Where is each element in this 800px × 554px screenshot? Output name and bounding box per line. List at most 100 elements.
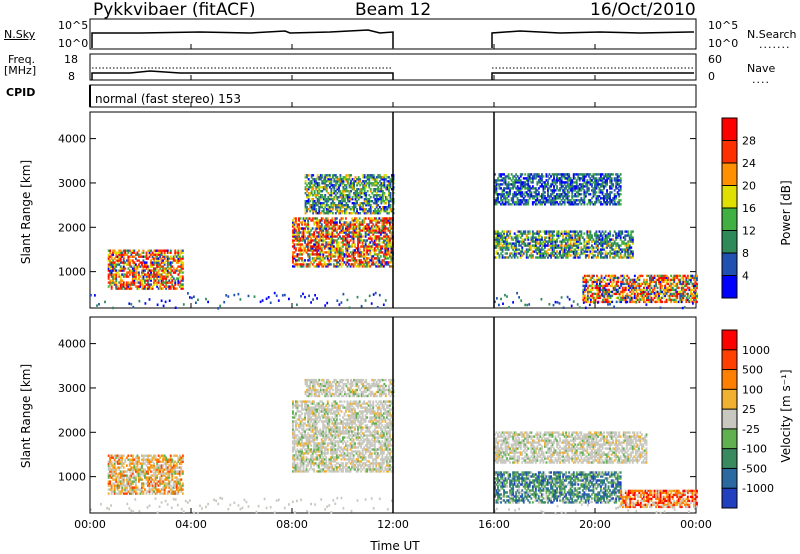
heatmap-cell (299, 221, 302, 224)
heatmap-cell (525, 254, 528, 257)
heatmap-cell (607, 236, 610, 239)
heatmap-cell (357, 219, 359, 222)
heatmap-cell (598, 201, 601, 204)
heatmap-cell (317, 219, 320, 222)
heatmap-cell (609, 173, 611, 176)
heatmap-cell (296, 231, 299, 234)
heatmap-cell (668, 294, 671, 298)
heatmap-cell (603, 248, 605, 251)
heatmap-cell (293, 245, 296, 248)
heatmap-cell (632, 296, 635, 300)
heatmap-cell (389, 208, 392, 211)
heatmap-cell (304, 174, 307, 177)
heatmap-cell (378, 180, 381, 183)
heatmap-cell (142, 285, 145, 288)
heatmap-cell (389, 184, 392, 187)
heatmap-cell (510, 173, 513, 176)
heatmap-cell (568, 254, 571, 257)
heatmap-cell (166, 255, 169, 258)
heatmap-cell (606, 183, 608, 186)
heatmap-cell (351, 253, 353, 256)
heatmap-cell (127, 249, 130, 252)
heatmap-cell (599, 282, 601, 286)
heatmap-cell (624, 286, 627, 290)
heatmap-cell (332, 235, 335, 238)
heatmap-cell (609, 296, 612, 300)
heatmap-cell (360, 239, 363, 242)
heatmap-cell (378, 212, 381, 215)
heatmap-cell (310, 208, 313, 211)
heatmap-cell (623, 286, 626, 290)
heatmap-cell (618, 298, 621, 302)
heatmap-cell (139, 253, 142, 256)
heatmap-cell (495, 230, 498, 233)
heatmap-cell (494, 191, 496, 194)
nsky-tick-top: 10^5 (58, 19, 89, 32)
heatmap-cell (349, 231, 352, 234)
heatmap-cell (596, 280, 598, 284)
heatmap-cell (577, 252, 580, 255)
heatmap-cell (368, 210, 371, 213)
heatmap-cell (328, 180, 331, 183)
heatmap-cell (524, 191, 527, 194)
heatmap-cell (389, 255, 391, 258)
heatmap-cell (688, 288, 691, 292)
heatmap-cell (348, 178, 351, 181)
heatmap-cell (641, 292, 644, 296)
heatmap-cell (110, 269, 113, 272)
heatmap-cell (495, 201, 498, 204)
heatmap-cell (316, 249, 319, 252)
heatmap-cell (312, 212, 315, 215)
heatmap-cell (296, 227, 299, 230)
heatmap-cell (574, 238, 577, 241)
heatmap-cell (369, 188, 372, 191)
heatmap-cell (582, 278, 585, 282)
heatmap-cell (665, 274, 668, 278)
heatmap-cell (614, 286, 617, 290)
heatmap-cell (267, 296, 270, 299)
heatmap-cell (544, 250, 546, 253)
heatmap-cell (273, 291, 276, 295)
heatmap-cell (539, 240, 542, 243)
heatmap-cell (389, 186, 392, 189)
heatmap-cell (113, 261, 116, 264)
heatmap-cell (166, 257, 169, 260)
heatmap-cell (547, 242, 549, 245)
heatmap-cell (613, 242, 616, 245)
heatmap-cell (693, 276, 695, 280)
heatmap-cell (512, 301, 514, 304)
heatmap-cell (581, 199, 584, 202)
heatmap-cell (357, 178, 360, 181)
heatmap-cell (585, 274, 588, 278)
heatmap-cell (357, 182, 360, 185)
heatmap-cell (618, 179, 621, 182)
heatmap-cell (345, 188, 348, 191)
heatmap-cell (312, 210, 315, 213)
heatmap-cell (340, 259, 343, 262)
heatmap-cell (689, 290, 692, 294)
heatmap-cell (326, 259, 329, 262)
heatmap-cell (94, 294, 96, 297)
heatmap-cell (510, 203, 513, 206)
heatmap-cell (537, 234, 540, 237)
heatmap-cell (387, 237, 390, 240)
heatmap-cell (531, 179, 534, 182)
heatmap-cell (340, 227, 343, 230)
heatmap-cell (174, 281, 177, 284)
heatmap-cell (313, 208, 316, 211)
heatmap-cell (591, 276, 594, 280)
heatmap-cell (618, 300, 621, 304)
heatmap-cell (618, 193, 621, 196)
heatmap-cell (358, 221, 361, 224)
heatmap-cell (301, 235, 303, 238)
heatmap-cell (292, 219, 294, 222)
heatmap-cell (501, 183, 504, 186)
heatmap-cell (627, 276, 630, 280)
heatmap-cell (647, 290, 650, 294)
heatmap-cell (345, 237, 347, 240)
heatmap-cell (355, 221, 358, 224)
heatmap-cell (319, 261, 322, 264)
heatmap-cell (691, 294, 694, 298)
heatmap-cell (592, 246, 595, 249)
heatmap-cell (127, 285, 130, 288)
